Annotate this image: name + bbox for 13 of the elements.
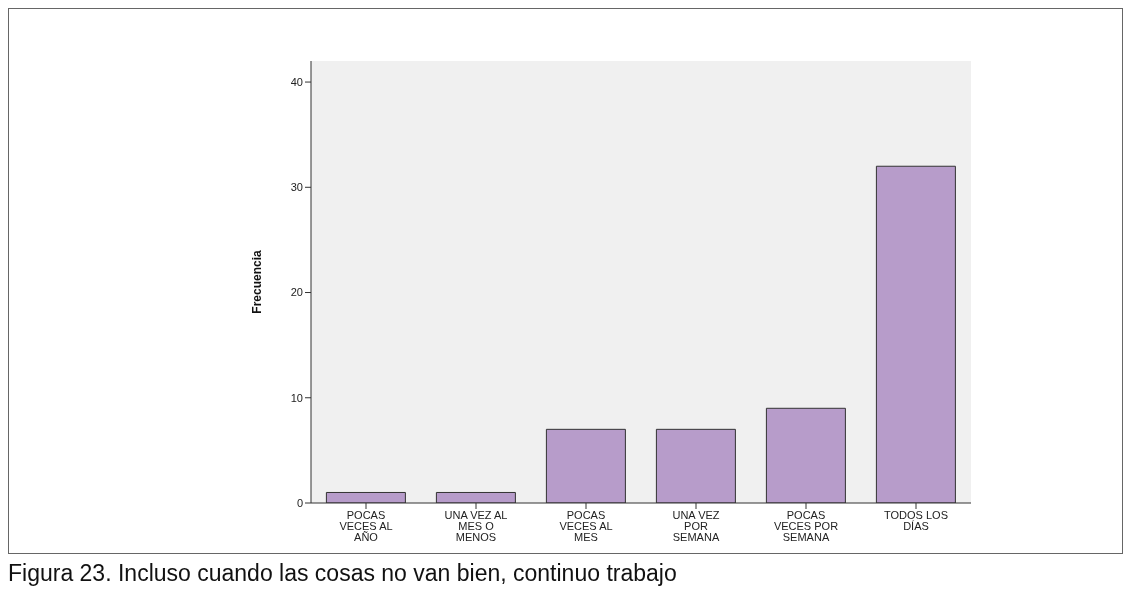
y-tick-label: 30 bbox=[290, 181, 303, 194]
y-tick-label: 0 bbox=[296, 496, 303, 509]
y-tick-label: 40 bbox=[290, 75, 303, 88]
y-tick-label: 10 bbox=[290, 391, 303, 404]
x-tick-label: TODOS LOS DÍAS bbox=[884, 508, 948, 532]
text: Figura 23. Incluso cuando las cosas no van bien, continuo trabajo bbox=[8, 560, 678, 587]
x-tick-label: UNA VEZ POR SEMANA bbox=[672, 508, 720, 543]
x-tick-label: POCAS VECES AL AÑO bbox=[339, 508, 393, 543]
x-tick-label: POCAS VECES AL MES bbox=[559, 508, 613, 543]
x-tick-label: POCAS VECES POR SEMANA bbox=[773, 508, 839, 543]
y-tick-label: 20 bbox=[290, 286, 303, 299]
y-axis-title: Frecuencia bbox=[250, 250, 265, 314]
x-tick-label: UNA VEZ AL MES O MENOS bbox=[444, 508, 508, 543]
